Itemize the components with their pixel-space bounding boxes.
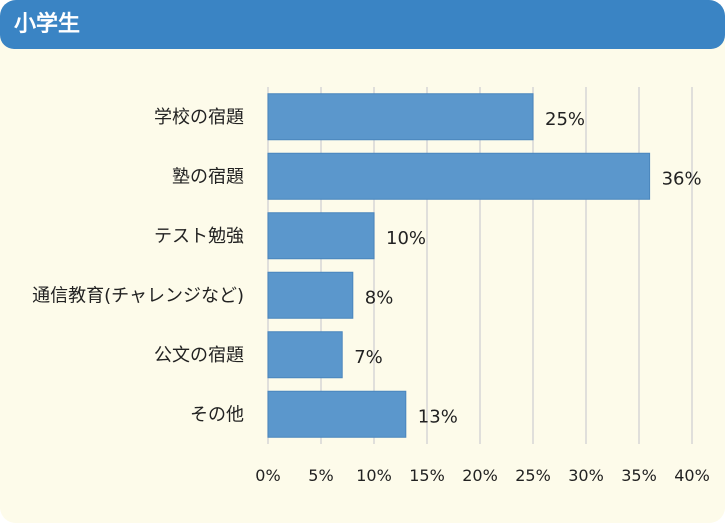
bar xyxy=(267,390,407,438)
category-label: その他 xyxy=(190,404,244,425)
category-label: 通信教育(チャレンジなど) xyxy=(32,285,244,306)
x-tick-label: 20% xyxy=(462,466,498,485)
value-label: 36% xyxy=(662,168,702,189)
bar xyxy=(267,152,651,200)
category-label: 学校の宿題 xyxy=(154,107,244,128)
x-tick-label: 0% xyxy=(255,466,280,485)
x-tick-label: 40% xyxy=(674,466,710,485)
bar xyxy=(267,271,354,319)
chart-title: 小学生 xyxy=(14,12,81,37)
value-label: 13% xyxy=(418,406,458,427)
bar xyxy=(267,93,534,141)
bar xyxy=(267,212,375,260)
bar xyxy=(267,331,343,379)
header-bar: 小学生 xyxy=(0,0,725,49)
x-tick-label: 10% xyxy=(356,466,392,485)
x-tick-label: 30% xyxy=(568,466,604,485)
value-label: 10% xyxy=(386,228,426,249)
x-tick-label: 15% xyxy=(409,466,445,485)
value-label: 8% xyxy=(365,287,394,308)
x-tick-label: 35% xyxy=(621,466,657,485)
value-label: 25% xyxy=(545,109,585,130)
x-tick-label: 25% xyxy=(515,466,551,485)
x-tick-label: 5% xyxy=(308,466,333,485)
category-label: 塾の宿題 xyxy=(172,165,244,187)
value-label: 7% xyxy=(354,347,383,368)
category-label: テスト勉強 xyxy=(154,226,244,247)
category-label: 公文の宿題 xyxy=(154,345,244,366)
